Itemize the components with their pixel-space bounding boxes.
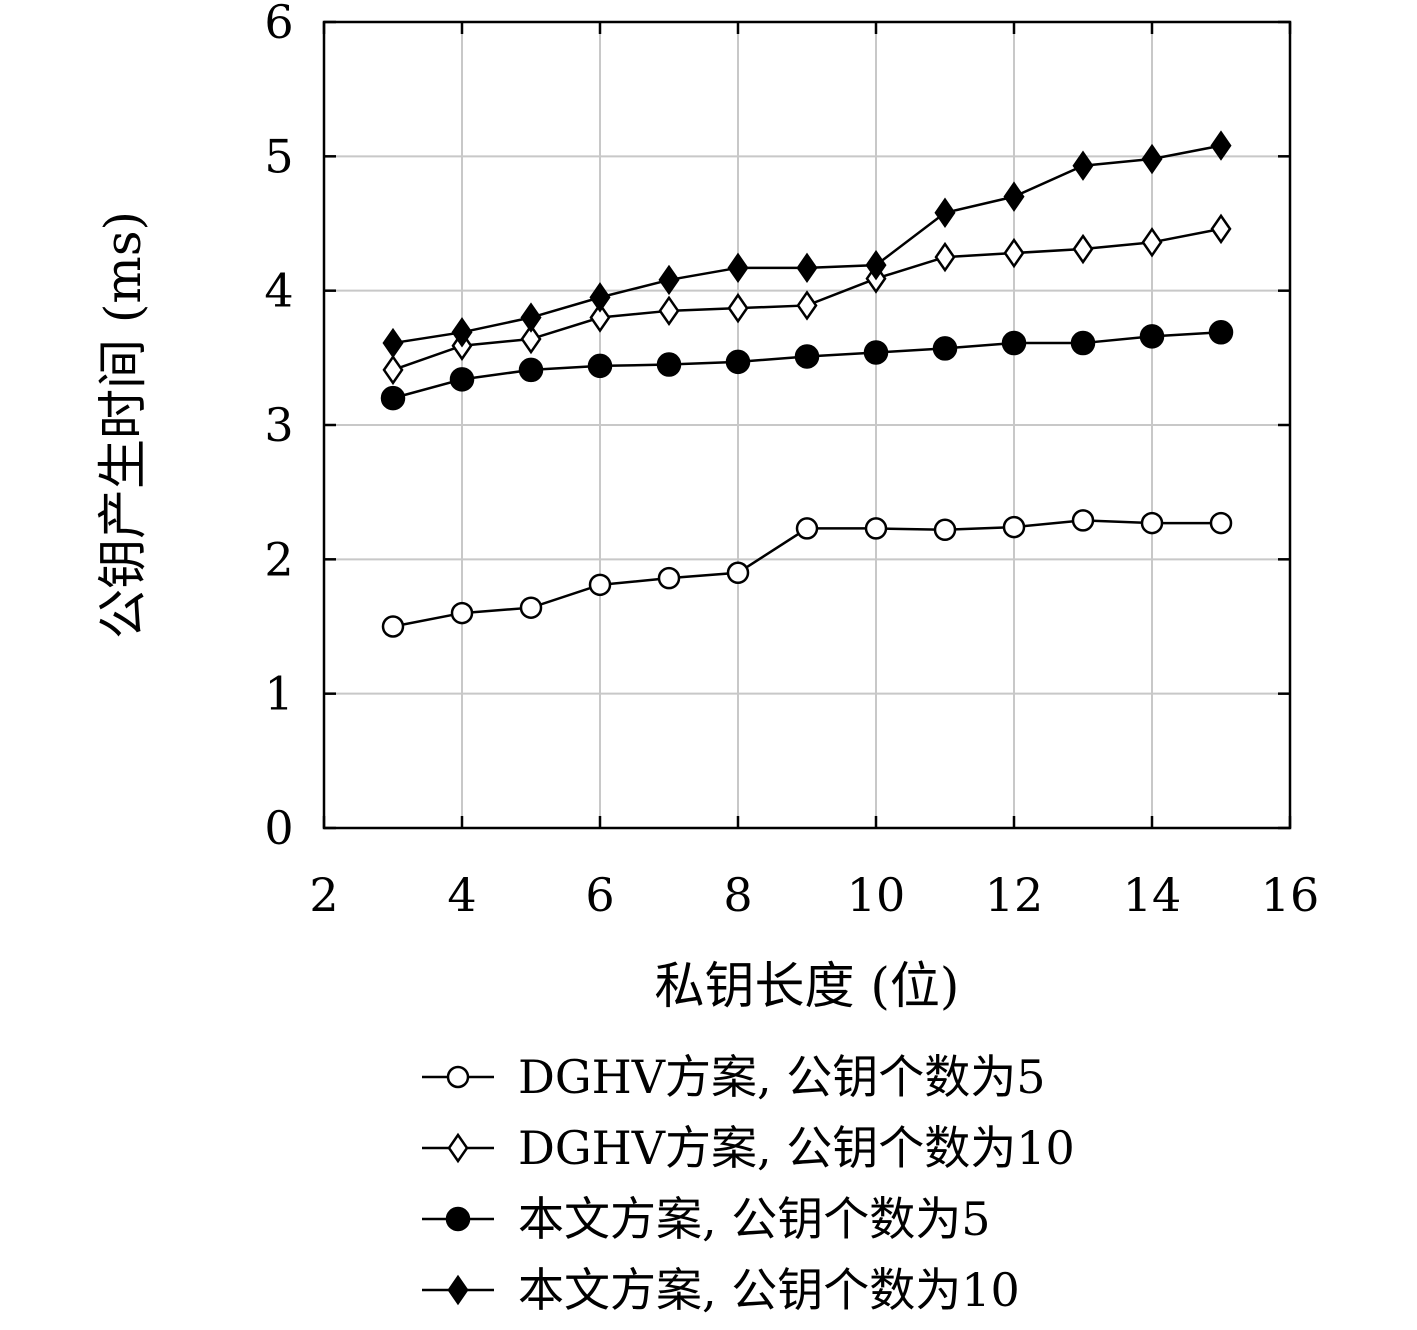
data-point-diamond-filled: [1210, 130, 1232, 161]
data-point-circle-filled: [863, 340, 889, 365]
data-point-circle-open: [381, 615, 405, 638]
data-point-circle-filled: [1070, 330, 1096, 356]
y-tick-label: 6: [264, 0, 293, 49]
data-point-diamond-open: [589, 302, 611, 333]
legend-item: DGHV方案, 公钥个数为10: [422, 1121, 1075, 1175]
data-point-diamond-open: [796, 290, 818, 321]
data-point-diamond-filled: [1072, 150, 1094, 181]
data-point-diamond-filled: [589, 282, 611, 313]
data-point-diamond-open: [934, 241, 956, 273]
data-point-diamond-filled: [934, 197, 956, 228]
y-tick-label: 1: [264, 667, 293, 721]
x-tick-label: 8: [723, 868, 752, 922]
data-point-diamond-open: [447, 1132, 469, 1164]
data-point-circle-open: [519, 596, 543, 619]
data-point-circle-open: [726, 561, 750, 585]
data-point-diamond-open: [658, 295, 680, 327]
data-point-circle-open: [1209, 511, 1233, 535]
legend-label: 本文方案, 公钥个数为10: [518, 1263, 1020, 1317]
legend: DGHV方案, 公钥个数为5 DGHV方案, 公钥个数为10 本文方案, 公钥个数为…: [422, 1050, 1075, 1317]
data-point-circle-open: [657, 566, 681, 590]
data-point-circle-filled: [725, 349, 751, 375]
series-group: [380, 130, 1234, 638]
data-point-circle-open: [933, 518, 957, 542]
legend-label: DGHV方案, 公钥个数为10: [518, 1121, 1075, 1175]
data-point-diamond-filled: [1003, 181, 1025, 212]
data-point-circle-filled: [932, 336, 958, 361]
y-tick-label: 2: [264, 532, 293, 586]
data-point-diamond-open: [727, 292, 749, 324]
x-axis-title: 私钥长度 (位): [655, 957, 960, 1015]
data-point-diamond-open: [1072, 233, 1094, 265]
data-point-diamond-filled: [1141, 143, 1163, 175]
y-axis-title: 公钥产生时间 (ms): [94, 211, 152, 639]
data-point-circle-filled: [518, 357, 544, 383]
data-point-circle-filled: [656, 352, 682, 377]
data-point-diamond-filled: [658, 264, 680, 296]
grid: [324, 22, 1290, 828]
data-point-diamond-open: [1210, 213, 1232, 245]
y-tick-label: 5: [264, 129, 293, 183]
data-point-circle-open: [1140, 511, 1164, 535]
data-point-diamond-open: [382, 354, 404, 386]
data-point-diamond-open: [520, 323, 542, 355]
data-point-circle-filled: [1208, 320, 1234, 345]
data-point-diamond-filled: [865, 249, 887, 281]
y-tick-label: 0: [264, 801, 293, 855]
data-point-diamond-open: [1141, 227, 1163, 258]
x-tick-label: 16: [1261, 868, 1320, 922]
data-point-circle-filled: [1001, 330, 1027, 356]
data-point-circle-filled: [1139, 324, 1165, 349]
data-point-circle-open: [450, 601, 474, 625]
y-tick-label: 3: [264, 398, 293, 452]
legend-label: 本文方案, 公钥个数为5: [518, 1192, 991, 1246]
data-point-circle-open: [446, 1065, 470, 1089]
data-point-diamond-filled: [451, 317, 473, 348]
data-point-circle-filled: [445, 1206, 471, 1232]
y-tick-label: 4: [264, 264, 293, 318]
legend-label: DGHV方案, 公钥个数为5: [518, 1050, 1045, 1104]
series-3: [380, 320, 1234, 411]
data-point-circle-filled: [380, 385, 406, 411]
data-point-circle-filled: [794, 344, 820, 369]
legend-item: 本文方案, 公钥个数为10: [422, 1263, 1020, 1317]
data-point-circle-open: [1002, 515, 1026, 539]
data-point-diamond-filled: [796, 252, 818, 284]
series-2: [382, 213, 1232, 386]
data-point-diamond-open: [1003, 237, 1025, 269]
series-4: [382, 130, 1232, 359]
data-point-circle-open: [864, 517, 888, 540]
data-point-circle-open: [588, 573, 612, 597]
data-point-diamond-filled: [382, 327, 404, 359]
data-point-diamond-filled: [447, 1274, 469, 1306]
data-point-circle-filled: [449, 367, 475, 392]
x-tick-label: 14: [1123, 868, 1182, 922]
data-point-diamond-filled: [520, 302, 542, 333]
legend-item: 本文方案, 公钥个数为5: [422, 1192, 991, 1246]
plot-frame: [322, 20, 1292, 830]
series-1: [381, 509, 1233, 638]
data-point-circle-open: [795, 517, 819, 540]
data-point-diamond-filled: [727, 252, 749, 284]
x-tick-label: 10: [847, 868, 906, 922]
x-tick-label: 2: [309, 868, 338, 922]
x-tick-label: 4: [447, 868, 476, 922]
legend-item: DGHV方案, 公钥个数为5: [422, 1050, 1045, 1104]
data-point-circle-filled: [587, 353, 613, 379]
data-point-circle-open: [1071, 509, 1095, 532]
x-tick-label: 6: [585, 868, 614, 922]
x-tick-label: 12: [985, 868, 1044, 922]
